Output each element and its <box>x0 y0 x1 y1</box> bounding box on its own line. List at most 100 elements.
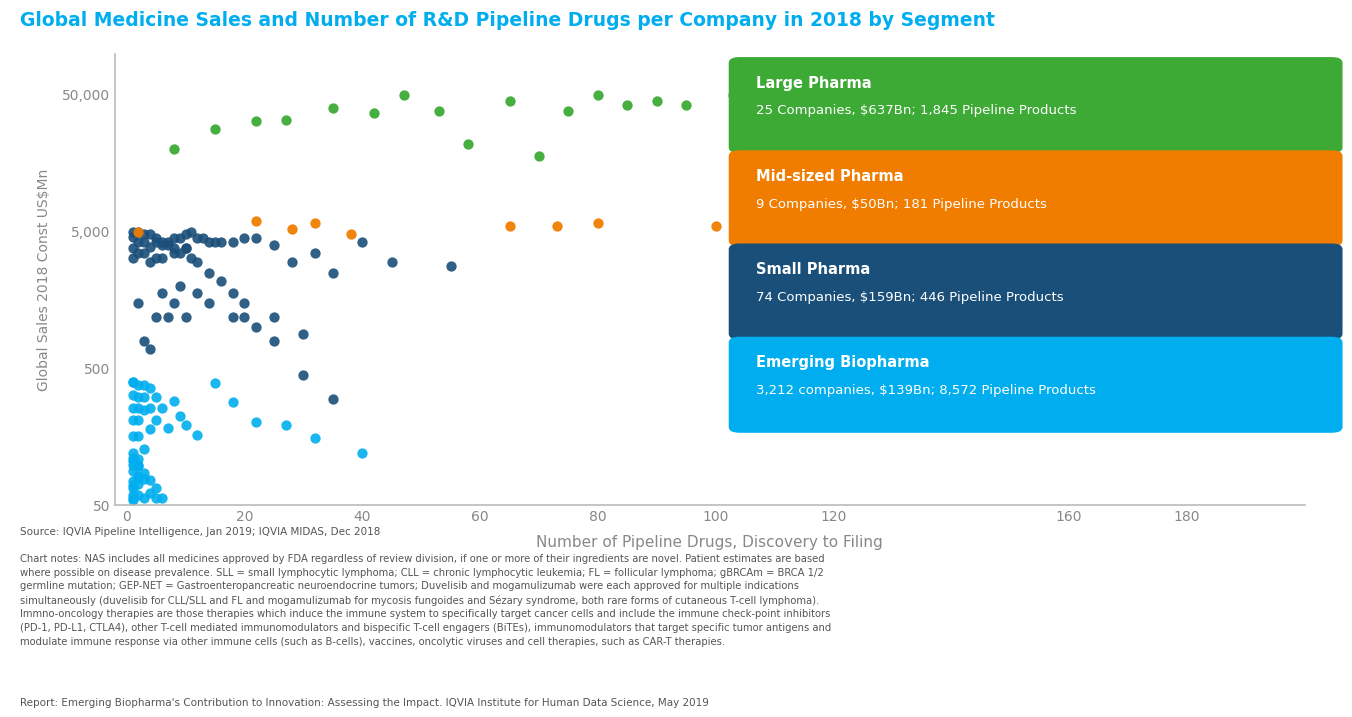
Point <box>676 100 698 111</box>
Text: Small Pharma: Small Pharma <box>756 262 871 277</box>
Point <box>264 311 285 323</box>
Point <box>127 379 149 391</box>
Point <box>145 232 166 244</box>
Point <box>281 224 303 235</box>
Point <box>139 343 161 354</box>
Point <box>164 143 185 155</box>
Point <box>122 456 143 467</box>
Point <box>722 89 744 100</box>
Point <box>127 247 149 259</box>
Text: 9 Companies, $50Bn; 181 Pipeline Products: 9 Companies, $50Bn; 181 Pipeline Product… <box>756 198 1046 211</box>
Point <box>264 239 285 251</box>
Point <box>127 489 149 500</box>
Point <box>139 257 161 268</box>
Point <box>181 252 203 264</box>
Point <box>127 460 149 471</box>
Point <box>381 257 403 268</box>
Point <box>151 239 173 251</box>
Point <box>122 465 143 476</box>
Point <box>145 391 166 403</box>
Point <box>304 432 326 444</box>
Point <box>234 311 256 323</box>
Point <box>122 492 143 503</box>
Point <box>127 298 149 309</box>
Point <box>164 395 185 407</box>
Point <box>292 369 314 381</box>
Point <box>322 103 343 114</box>
Point <box>304 217 326 229</box>
Point <box>169 280 191 292</box>
Point <box>127 237 149 248</box>
Point <box>164 247 185 259</box>
Point <box>139 402 161 413</box>
Point <box>1206 95 1228 107</box>
Point <box>134 492 155 503</box>
Point <box>122 489 143 500</box>
Point <box>122 414 143 426</box>
Point <box>274 114 296 125</box>
Point <box>122 226 143 237</box>
Point <box>246 115 268 127</box>
Point <box>122 475 143 487</box>
Point <box>546 220 568 232</box>
Point <box>151 252 173 264</box>
Point <box>169 247 191 259</box>
Point <box>210 237 231 248</box>
Text: 74 Companies, $159Bn; 446 Pipeline Products: 74 Companies, $159Bn; 446 Pipeline Produ… <box>756 291 1064 304</box>
Point <box>292 328 314 339</box>
Point <box>704 220 726 232</box>
Point <box>646 95 668 107</box>
Point <box>187 429 208 440</box>
Point <box>122 460 143 471</box>
Point <box>127 478 149 490</box>
Point <box>134 379 155 391</box>
Point <box>246 322 268 333</box>
Point <box>164 232 185 244</box>
Point <box>794 92 815 103</box>
Point <box>204 237 226 248</box>
Point <box>174 229 196 240</box>
Point <box>122 447 143 459</box>
Point <box>1253 105 1275 117</box>
Point <box>122 252 143 264</box>
Point <box>246 232 268 244</box>
Point <box>1234 95 1256 107</box>
Point <box>145 492 166 503</box>
Point <box>157 311 178 323</box>
Point <box>127 226 149 237</box>
Point <box>122 389 143 401</box>
Point <box>122 452 143 463</box>
Point <box>122 376 143 388</box>
Point <box>134 391 155 403</box>
Point <box>246 416 268 427</box>
Point <box>139 382 161 394</box>
Text: 25 Companies, $637Bn; 1,845 Pipeline Products: 25 Companies, $637Bn; 1,845 Pipeline Pro… <box>756 105 1076 118</box>
Point <box>852 89 873 100</box>
Point <box>557 105 579 117</box>
Point <box>222 311 243 323</box>
Point <box>174 419 196 430</box>
Point <box>429 105 450 117</box>
Point <box>499 95 521 107</box>
Point <box>222 397 243 408</box>
Point <box>187 232 208 244</box>
Point <box>164 242 185 254</box>
Point <box>169 232 191 244</box>
Point <box>339 229 361 240</box>
Text: Large Pharma: Large Pharma <box>756 76 872 91</box>
Point <box>127 431 149 442</box>
Point <box>304 247 326 259</box>
Point <box>134 229 155 240</box>
Point <box>127 414 149 426</box>
Point <box>246 215 268 227</box>
Point <box>204 124 226 136</box>
Point <box>145 414 166 426</box>
Point <box>139 229 161 240</box>
Text: Global Medicine Sales and Number of R&D Pipeline Drugs per Company in 2018 by Se: Global Medicine Sales and Number of R&D … <box>20 11 995 29</box>
Point <box>127 472 149 483</box>
Point <box>174 242 196 254</box>
Point <box>274 419 296 430</box>
Point <box>134 404 155 416</box>
Point <box>139 474 161 485</box>
Point <box>157 239 178 251</box>
